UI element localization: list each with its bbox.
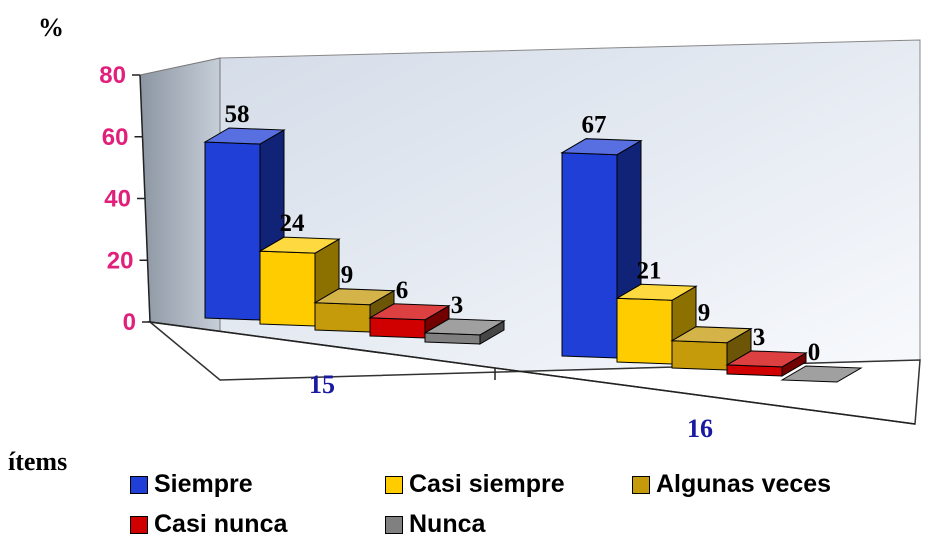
bar bbox=[780, 365, 863, 383]
category-label: 16 bbox=[687, 414, 713, 443]
y-tick-label: 20 bbox=[107, 247, 134, 274]
legend-label: Algunas veces bbox=[656, 470, 832, 498]
y-tick-label: 80 bbox=[99, 62, 126, 89]
bar-top bbox=[615, 283, 698, 301]
data-label: 58 bbox=[225, 101, 250, 128]
legend-swatch bbox=[130, 475, 148, 494]
bar-front bbox=[259, 250, 316, 327]
bar-top bbox=[258, 236, 341, 254]
data-label: 21 bbox=[637, 257, 662, 284]
bar-top bbox=[203, 127, 286, 145]
data-label: 9 bbox=[698, 300, 711, 327]
bar-top bbox=[423, 318, 506, 336]
legend-label: Siempre bbox=[154, 470, 253, 498]
y-axis-title: % bbox=[38, 13, 64, 42]
bar-front bbox=[204, 141, 261, 321]
category-label: 15 bbox=[309, 370, 335, 399]
y-tick-label: 0 bbox=[123, 309, 136, 336]
legend-swatch bbox=[385, 475, 403, 494]
legend-swatch bbox=[130, 515, 148, 534]
bars-layer: 58 24 9 6 3 67 21 9 3 0 bbox=[203, 101, 863, 383]
legend-swatch bbox=[632, 475, 650, 494]
legend-item: Siempre bbox=[130, 470, 253, 499]
bar bbox=[423, 318, 506, 345]
x-axis-title: ítems bbox=[8, 447, 67, 476]
bar-front bbox=[616, 297, 673, 365]
data-label: 6 bbox=[396, 277, 409, 304]
bar-top bbox=[725, 350, 808, 368]
bar-front bbox=[671, 340, 728, 371]
legend-item: Nunca bbox=[385, 510, 485, 539]
data-label: 67 bbox=[582, 112, 607, 139]
legend-label: Casi nunca bbox=[154, 510, 288, 538]
chart-floor-front-edge bbox=[149, 321, 916, 425]
bar bbox=[725, 350, 808, 377]
y-tick-label: 40 bbox=[104, 186, 131, 213]
bar-top bbox=[368, 303, 451, 321]
bar bbox=[670, 326, 753, 371]
bar-top bbox=[780, 365, 863, 383]
data-label: 24 bbox=[280, 210, 306, 237]
bar-front bbox=[561, 152, 618, 359]
y-tick-label: 60 bbox=[102, 124, 129, 151]
bar-top bbox=[313, 288, 396, 306]
bar-front bbox=[369, 317, 426, 339]
data-label: 3 bbox=[451, 292, 464, 319]
legend-swatch bbox=[385, 515, 403, 534]
y-axis: 0 20 40 60 80 bbox=[99, 62, 151, 336]
legend-label: Casi siempre bbox=[409, 470, 565, 498]
legend-label: Nunca bbox=[409, 510, 486, 538]
data-label: 3 bbox=[753, 324, 766, 351]
data-label: 0 bbox=[808, 339, 821, 366]
legend-item: Casi nunca bbox=[130, 510, 287, 539]
bar-top bbox=[560, 138, 643, 156]
data-label: 9 bbox=[341, 262, 354, 289]
bar-top bbox=[670, 326, 753, 344]
legend: Siempre Casi siempre Algunas veces Casi nun… bbox=[130, 470, 930, 546]
bar-front bbox=[314, 302, 371, 333]
legend-item: Casi siempre bbox=[385, 470, 565, 499]
legend-item: Algunas veces bbox=[632, 470, 831, 499]
